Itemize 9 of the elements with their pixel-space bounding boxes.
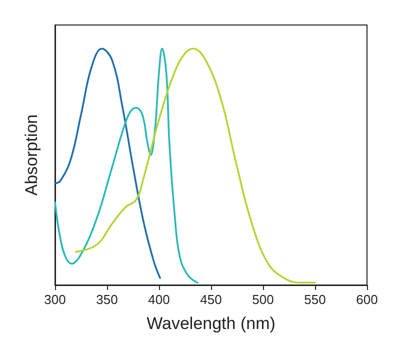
x-tick-label: 550 bbox=[304, 292, 326, 307]
y-axis-title: Absorption bbox=[22, 114, 41, 196]
x-tick-label: 300 bbox=[44, 292, 66, 307]
x-tick-label: 500 bbox=[252, 292, 274, 307]
x-tick-label: 400 bbox=[148, 292, 170, 307]
x-axis-title: Wavelength (nm) bbox=[146, 314, 276, 333]
x-tick-label: 350 bbox=[96, 292, 118, 307]
x-tick-label: 600 bbox=[356, 292, 378, 307]
x-tick-label: 450 bbox=[200, 292, 222, 307]
